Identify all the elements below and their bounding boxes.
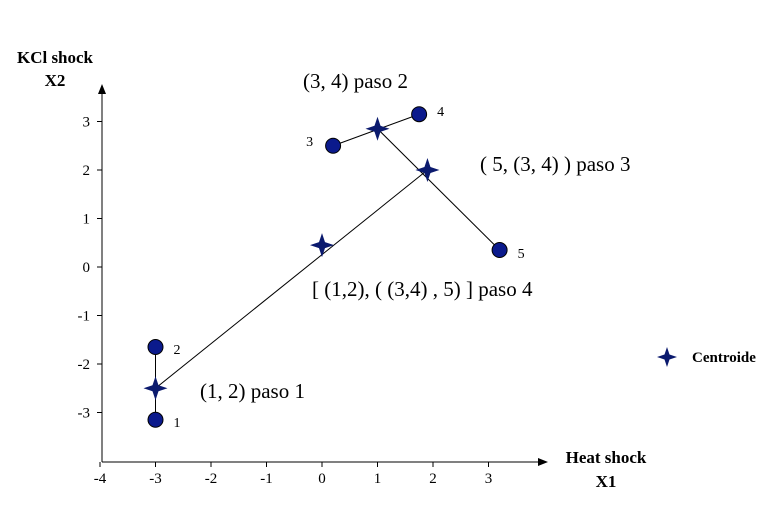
x-tick-label: -3 (149, 471, 162, 487)
y-ticks: -3 -2 -1 0 1 2 3 (78, 115, 102, 422)
y-tick-label: 0 (83, 260, 91, 276)
axes: -4 -3 -2 -1 0 1 2 3 -3 -2 -1 0 1 2 3 (78, 84, 548, 487)
legend-label: Centroide (692, 350, 756, 366)
point-label: 4 (437, 105, 444, 120)
legend-centroid-icon (657, 347, 677, 367)
x-axis-title-line1: Heat shock (566, 448, 647, 467)
cluster-links (155, 113, 500, 420)
data-point (147, 339, 164, 356)
centroid-star (415, 158, 440, 182)
y-tick-label: -2 (78, 357, 91, 373)
point-label: 1 (174, 416, 181, 431)
x-tick-label: 1 (374, 471, 382, 487)
y-axis-title-line2: X2 (45, 71, 66, 90)
y-tick-label: -3 (78, 406, 91, 422)
legend: Centroide (657, 347, 756, 367)
x-axis-arrow (538, 458, 548, 466)
step-2-label: (3, 4) paso 2 (303, 69, 408, 93)
data-point (147, 411, 164, 428)
y-tick-label: -1 (78, 309, 91, 325)
step-3-label: ( 5, (3, 4) ) paso 3 (480, 152, 630, 176)
x-ticks: -4 -3 -2 -1 0 1 2 3 (94, 462, 493, 487)
link-12-345 (155, 169, 428, 389)
x-tick-label: 0 (318, 471, 326, 487)
centroid-markers (143, 116, 440, 401)
centroid-star (310, 233, 334, 258)
centroid-star (143, 376, 168, 401)
centroid-star (365, 116, 390, 141)
y-axis-arrow (98, 84, 106, 94)
x-tick-label: -2 (205, 471, 218, 487)
y-tick-label: 2 (83, 163, 91, 179)
step-1-label: (1, 2) paso 1 (200, 379, 305, 403)
x-tick-label: -4 (94, 471, 107, 487)
point-label: 2 (174, 343, 181, 358)
step-4-label: [ (1,2), ( (3,4) , 5) ] paso 4 (312, 277, 533, 301)
point-label: 5 (518, 247, 525, 262)
data-points: 1 2 3 4 5 (147, 105, 525, 431)
data-point (325, 137, 342, 154)
y-tick-label: 1 (83, 212, 91, 228)
x-tick-label: 3 (485, 471, 493, 487)
y-axis-title-line1: KCl shock (17, 48, 94, 67)
x-tick-label: 2 (429, 471, 437, 487)
link-34-5 (377, 128, 500, 251)
x-tick-label: -1 (260, 471, 273, 487)
data-point (491, 242, 508, 259)
x-axis-title-line2: X1 (596, 472, 617, 491)
y-tick-label: 3 (83, 115, 91, 131)
data-point (411, 106, 428, 123)
point-label: 3 (306, 135, 313, 150)
